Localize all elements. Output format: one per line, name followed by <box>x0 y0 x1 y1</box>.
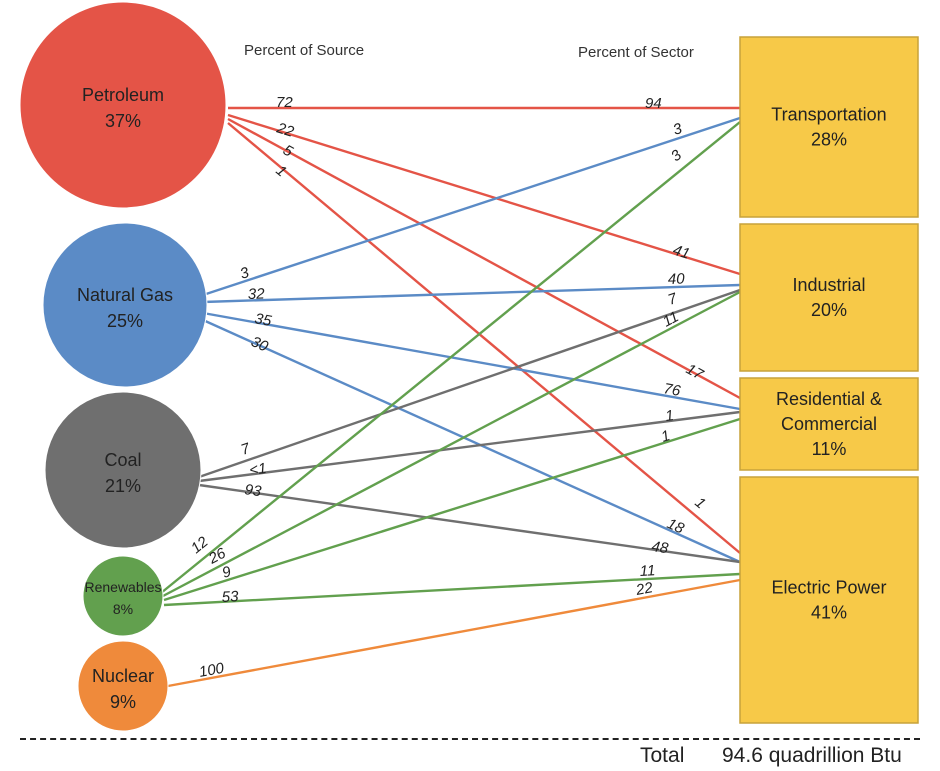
sector-box-electric-power <box>739 476 919 724</box>
flow-sector-pct-natural-gas-industrial: 40 <box>668 270 686 288</box>
source-pct-renewables: 8% <box>113 601 133 617</box>
sector-pct-electric-power: 41% <box>811 603 847 623</box>
flow-source-pct-renewables-industrial: 26 <box>205 544 229 568</box>
flow-line-petroleum-industrial <box>227 113 741 276</box>
flow-sector-pct-petroleum-industrial: 41 <box>671 242 692 263</box>
flow-sector-pct-petroleum-transportation: 94 <box>645 95 662 112</box>
flow-sector-pct-petroleum-electric-power: 1 <box>691 494 708 512</box>
source-pct-petroleum: 37% <box>105 111 141 131</box>
sector-box-industrial <box>739 223 919 372</box>
source-circle-renewables <box>82 555 164 637</box>
percent-of-source-header: Percent of Source <box>244 42 365 59</box>
sector-pct-transportation: 28% <box>811 130 847 150</box>
flow-sector-pct-natural-gas-electric-power: 18 <box>664 515 687 538</box>
source-circle-nuclear <box>77 640 169 732</box>
flow-source-pct-coal-electric-power: 93 <box>243 481 263 500</box>
source-pct-nuclear: 9% <box>110 692 136 712</box>
flow-sector-pct-renewables-transportation: 3 <box>668 146 686 165</box>
sector-name-electric-power-0: Electric Power <box>771 578 886 598</box>
flow-sector-pct-petroleum-residential-commercial: 17 <box>683 361 706 384</box>
flow-sector-pct-coal-electric-power: 48 <box>650 538 670 557</box>
source-circle-coal <box>44 391 202 549</box>
flow-source-pct-petroleum-residential-commercial: 5 <box>280 142 296 161</box>
flow-sector-pct-coal-residential-commercial: 1 <box>664 407 674 425</box>
flow-line-renewables-residential-commercial <box>163 417 741 602</box>
flow-sector-pct-nuclear-electric-power: 22 <box>634 579 655 599</box>
sector-name-residential-commercial-0: Residential & <box>776 389 882 409</box>
flow-line-petroleum-electric-power <box>227 122 741 554</box>
flow-source-pct-natural-gas-industrial: 32 <box>248 285 266 303</box>
source-pct-coal: 21% <box>105 476 141 496</box>
sector-name-industrial-0: Industrial <box>792 275 865 295</box>
sector-box-residential-commercial <box>739 377 919 471</box>
total-value: 94.6 quadrillion Btu <box>722 744 902 767</box>
flow-source-pct-natural-gas-residential-commercial: 35 <box>253 310 273 330</box>
flow-line-coal-industrial <box>198 288 741 479</box>
flow-line-natural-gas-residential-commercial <box>202 311 741 411</box>
flow-sector-pct-natural-gas-transportation: 3 <box>671 120 685 139</box>
flow-source-pct-renewables-electric-power: 53 <box>221 588 239 606</box>
sector-pct-industrial: 20% <box>811 300 847 320</box>
flow-source-pct-petroleum-transportation: 72 <box>276 94 293 111</box>
flow-line-natural-gas-transportation <box>202 116 741 297</box>
flow-source-pct-renewables-residential-commercial: 9 <box>220 563 234 582</box>
flow-source-pct-natural-gas-electric-power: 30 <box>248 333 271 356</box>
source-name-coal: Coal <box>104 450 141 470</box>
flow-line-renewables-industrial <box>162 290 741 598</box>
flow-sector-pct-renewables-electric-power: 11 <box>639 562 655 580</box>
flow-line-natural-gas-industrial <box>202 283 741 304</box>
flow-line-natural-gas-electric-power <box>202 318 741 564</box>
flow-source-pct-petroleum-industrial: 22 <box>274 119 297 141</box>
source-name-nuclear: Nuclear <box>92 666 154 686</box>
flow-sector-pct-coal-industrial: 7 <box>666 290 680 309</box>
flow-line-nuclear-electric-power <box>167 578 741 688</box>
source-name-renewables: Renewables <box>84 579 161 595</box>
source-circle-petroleum <box>19 1 227 209</box>
flow-line-renewables-electric-power <box>163 572 741 607</box>
sector-pct-residential-commercial: 11% <box>812 439 847 459</box>
source-name-petroleum: Petroleum <box>82 85 164 105</box>
flow-line-coal-residential-commercial <box>198 410 741 483</box>
flow-line-petroleum-residential-commercial <box>227 117 741 400</box>
total-divider <box>20 738 920 740</box>
flow-source-pct-coal-industrial: 7 <box>239 440 253 459</box>
sector-name-transportation-0: Transportation <box>771 105 886 125</box>
flow-source-pct-nuclear-electric-power: 100 <box>198 660 226 681</box>
source-circle-natural-gas <box>42 222 208 388</box>
flow-sector-pct-renewables-industrial: 11 <box>660 308 682 330</box>
total-label: Total <box>640 744 685 767</box>
percent-of-sector-header: Percent of Sector <box>578 44 694 61</box>
flow-line-coal-electric-power <box>198 483 741 564</box>
flow-source-pct-natural-gas-transportation: 3 <box>238 264 252 283</box>
flow-line-renewables-transportation <box>160 121 741 594</box>
flow-source-pct-coal-residential-commercial: <1 <box>248 460 267 479</box>
source-pct-natural-gas: 25% <box>107 311 143 331</box>
source-name-natural-gas: Natural Gas <box>77 285 173 305</box>
flow-sector-pct-natural-gas-residential-commercial: 76 <box>662 380 682 400</box>
sector-name-residential-commercial-1: Commercial <box>781 414 877 434</box>
sector-box-transportation <box>739 36 919 218</box>
